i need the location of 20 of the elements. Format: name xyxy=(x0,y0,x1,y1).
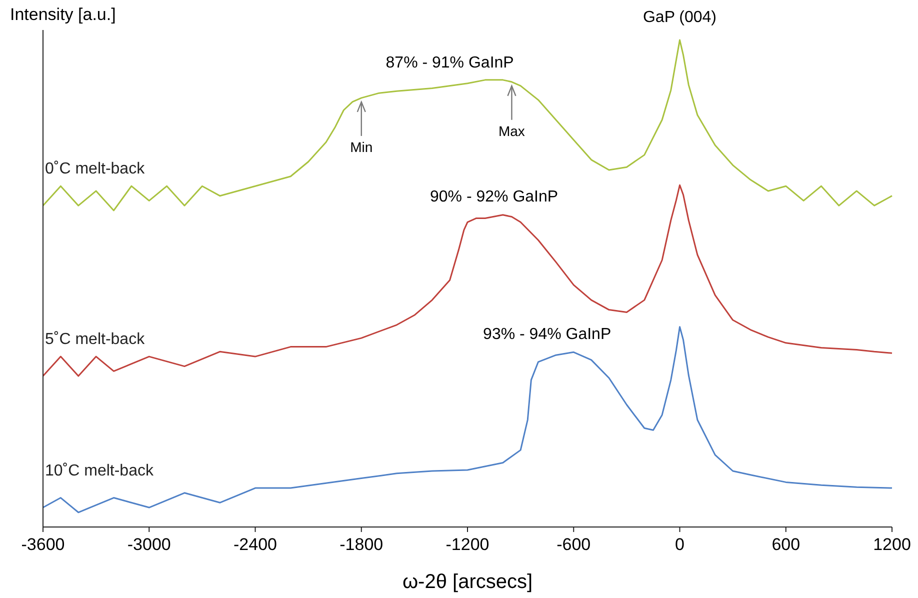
x-tick-label: -1200 xyxy=(446,535,490,554)
x-tick-label: -2400 xyxy=(234,535,277,554)
x-tick-label: -1800 xyxy=(340,535,384,554)
x-tick-label: 600 xyxy=(772,535,800,554)
x-tick-label: 0 xyxy=(675,535,684,554)
annotation: 93% - 94% GaInP xyxy=(483,326,612,344)
series-label: 0˚C melt-back xyxy=(45,160,146,178)
annotation: 87% - 91% GaInP xyxy=(386,54,514,72)
x-tick-label: -3600 xyxy=(21,535,65,554)
x-tick-label: -3000 xyxy=(127,535,171,554)
series-label: 10˚C melt-back xyxy=(45,462,154,480)
x-axis-title: ω-2θ [arcsecs] xyxy=(402,571,533,593)
annotation: Min xyxy=(350,138,373,155)
annotation: Max xyxy=(498,122,525,139)
x-tick-label: 1200 xyxy=(873,535,911,554)
x-tick-label: -600 xyxy=(556,535,591,554)
annotation: GaP (004) xyxy=(642,9,717,26)
y-axis-title: Intensity [a.u.] xyxy=(10,5,116,24)
series-label: 5˚C melt-back xyxy=(45,331,146,348)
annotation: 90% - 92% GaInP xyxy=(430,188,558,206)
